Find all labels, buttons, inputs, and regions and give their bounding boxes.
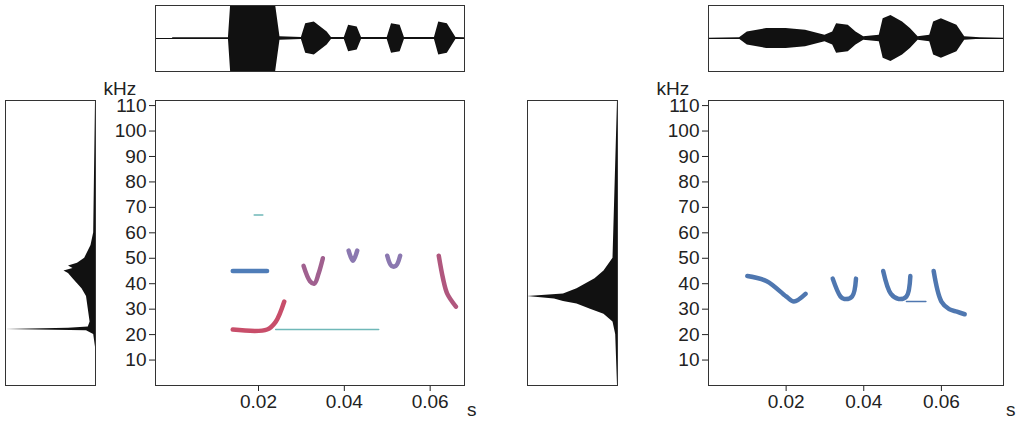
- svg-text:20: 20: [678, 324, 699, 345]
- svg-text:0.06: 0.06: [412, 391, 449, 412]
- svg-text:90: 90: [678, 146, 699, 167]
- svg-text:40: 40: [678, 273, 699, 294]
- svg-text:100: 100: [668, 120, 700, 141]
- svg-text:70: 70: [678, 196, 699, 217]
- svg-text:50: 50: [125, 247, 146, 268]
- svg-text:110: 110: [669, 94, 700, 116]
- svg-text:kHz: kHz: [657, 78, 690, 99]
- svg-text:0.04: 0.04: [845, 391, 882, 412]
- svg-text:80: 80: [125, 171, 146, 192]
- svg-text:50: 50: [678, 247, 699, 268]
- svg-text:0.06: 0.06: [923, 391, 960, 412]
- svg-text:0.04: 0.04: [326, 391, 363, 412]
- svg-text:10: 10: [125, 349, 146, 370]
- svg-text:60: 60: [678, 222, 699, 243]
- svg-text:kHz: kHz: [104, 78, 137, 99]
- svg-text:30: 30: [678, 298, 699, 319]
- svg-text:60: 60: [125, 222, 146, 243]
- svg-text:70: 70: [125, 196, 146, 217]
- svg-text:40: 40: [125, 273, 146, 294]
- svg-text:90: 90: [125, 146, 146, 167]
- svg-text:80: 80: [678, 171, 699, 192]
- svg-text:10: 10: [678, 349, 699, 370]
- svg-text:20: 20: [125, 324, 146, 345]
- svg-text:30: 30: [125, 298, 146, 319]
- svg-text:100: 100: [115, 120, 147, 141]
- svg-text:s: s: [467, 399, 477, 420]
- svg-text:110: 110: [116, 94, 147, 116]
- svg-text:s: s: [1006, 399, 1016, 420]
- svg-text:0.02: 0.02: [240, 391, 277, 412]
- svg-text:0.02: 0.02: [768, 391, 805, 412]
